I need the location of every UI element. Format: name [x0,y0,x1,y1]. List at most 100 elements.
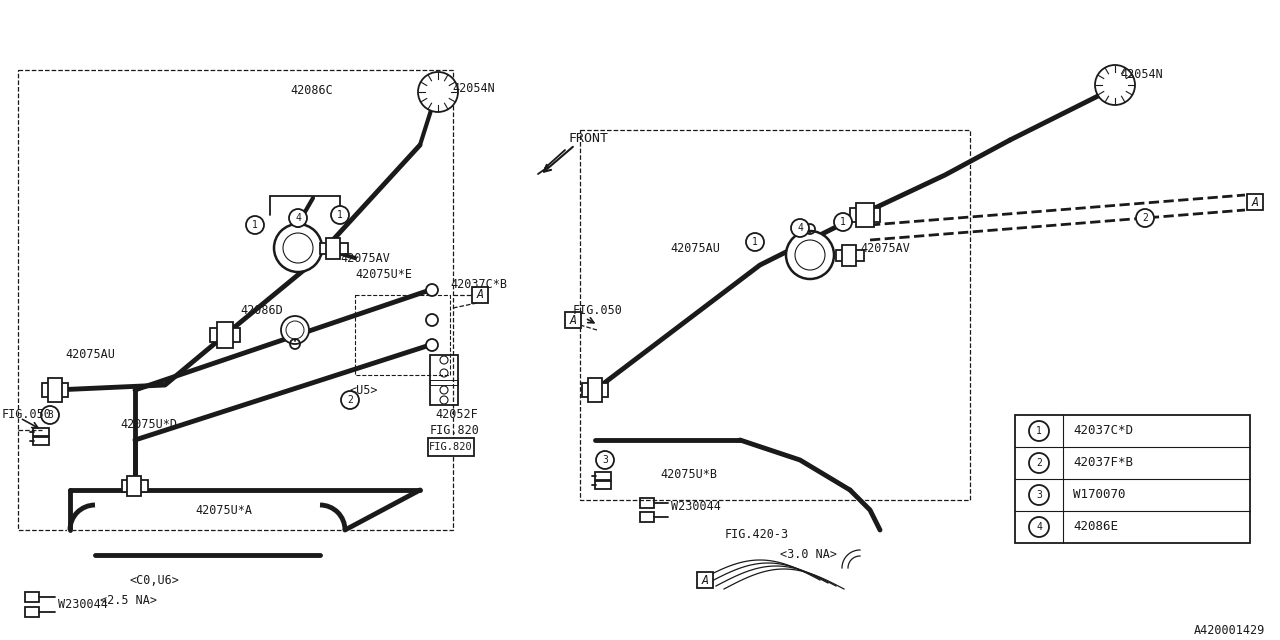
Text: 42075AU: 42075AU [669,241,719,255]
Text: <U5>: <U5> [349,383,379,397]
Text: 3: 3 [602,455,608,465]
Text: 2: 2 [1142,213,1148,223]
Bar [127,476,141,496]
Circle shape [596,451,614,469]
Text: A: A [1252,195,1258,209]
Circle shape [340,391,358,409]
Text: A: A [701,573,709,586]
Text: 1: 1 [753,237,758,247]
Bar [836,250,864,261]
Bar [1015,415,1251,543]
Circle shape [274,224,323,272]
Text: W170070: W170070 [1073,488,1125,502]
Text: 1: 1 [840,217,846,227]
Bar [18,70,453,530]
Circle shape [282,316,308,344]
Circle shape [746,233,764,251]
Text: FIG.820: FIG.820 [430,424,480,436]
Bar [472,287,488,303]
Bar [698,572,713,588]
Bar [320,243,348,254]
Bar [326,238,340,259]
Bar [640,498,654,508]
Bar [1247,194,1263,210]
Circle shape [1029,421,1050,441]
Text: 2: 2 [1036,458,1042,468]
Text: 1: 1 [1036,426,1042,436]
Circle shape [246,216,264,234]
Circle shape [419,72,458,112]
Text: 42075AV: 42075AV [340,252,390,264]
Circle shape [791,219,809,237]
Text: 42037C*D: 42037C*D [1073,424,1133,438]
Text: 42075AU: 42075AU [65,349,115,362]
Text: W230044: W230044 [671,500,721,513]
Circle shape [786,231,835,279]
Bar [580,130,970,500]
Text: A420001429: A420001429 [1194,623,1265,637]
Text: <2.5 NA>: <2.5 NA> [100,593,157,607]
Bar [842,245,856,266]
Text: FIG.050: FIG.050 [573,303,623,317]
Bar [856,203,874,227]
Bar [428,438,474,456]
Text: 3: 3 [1036,490,1042,500]
Text: 4: 4 [797,223,803,233]
Bar [33,437,49,445]
Circle shape [426,284,438,296]
Bar [355,295,451,375]
Text: 42086E: 42086E [1073,520,1117,534]
Text: 42037C*B: 42037C*B [451,278,507,291]
Text: 42075U*D: 42075U*D [120,419,177,431]
Bar [49,378,61,402]
Text: FIG.820: FIG.820 [429,442,472,452]
Text: 3: 3 [47,410,52,420]
Circle shape [1029,485,1050,505]
Bar [210,328,241,342]
Circle shape [1094,65,1135,105]
Bar [122,480,148,492]
Text: A: A [476,289,484,301]
Text: <3.0 NA>: <3.0 NA> [780,548,837,561]
Text: 1: 1 [337,210,343,220]
Bar [26,592,38,602]
Bar [430,355,458,405]
Text: FIG.050: FIG.050 [3,408,52,422]
Text: 42075U*A: 42075U*A [195,504,252,516]
Text: 1: 1 [252,220,259,230]
Bar [588,378,602,402]
Circle shape [289,209,307,227]
Circle shape [426,339,438,351]
Bar [564,312,581,328]
Circle shape [1029,453,1050,473]
Circle shape [332,206,349,224]
Text: 42075AV: 42075AV [860,241,910,255]
Bar [33,428,49,436]
Text: 42086D: 42086D [241,303,283,317]
Bar [26,607,38,617]
Text: 42054N: 42054N [1120,68,1162,81]
Circle shape [1137,209,1155,227]
Bar [595,481,611,489]
Text: 42086C: 42086C [291,83,333,97]
Bar [850,208,881,222]
Text: 42037F*B: 42037F*B [1073,456,1133,470]
Text: 4: 4 [296,213,301,223]
Circle shape [1029,517,1050,537]
Circle shape [426,314,438,326]
Text: 42075U*E: 42075U*E [355,269,412,282]
Text: 42054N: 42054N [452,81,495,95]
Text: 2: 2 [347,395,353,405]
Text: FIG.420-3: FIG.420-3 [724,529,790,541]
Bar [640,512,654,522]
Bar [595,472,611,480]
Bar [582,383,608,397]
Text: A: A [570,314,576,326]
Text: FRONT: FRONT [568,131,608,145]
Text: 4: 4 [1036,522,1042,532]
Text: 42052F: 42052F [435,408,477,422]
Bar [42,383,68,397]
Text: 42075U*B: 42075U*B [660,468,717,481]
Bar [218,322,233,348]
Text: W230044: W230044 [58,598,108,611]
